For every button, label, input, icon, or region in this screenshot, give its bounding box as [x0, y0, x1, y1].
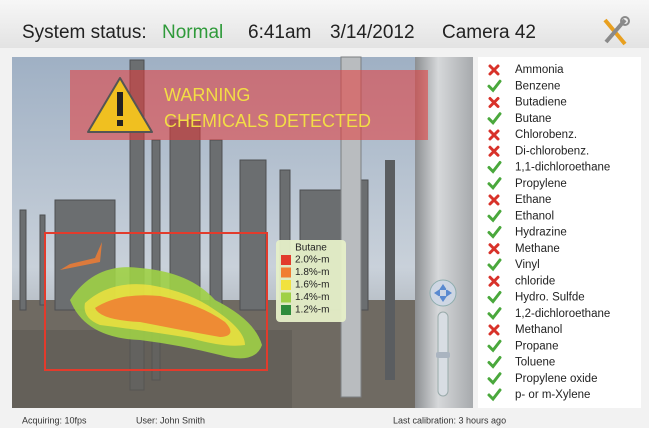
camera: Camera 42 [442, 22, 536, 43]
legend-label: 1.6%-m [295, 280, 329, 291]
legend-swatch [281, 280, 291, 290]
chemical-name: Hydrazine [515, 227, 567, 239]
chemical-name: Ethanol [515, 210, 554, 222]
chemical-name: chloride [515, 275, 555, 287]
chemical-name: Propylene [515, 178, 567, 190]
legend-swatch [281, 293, 291, 303]
legend-label: 2.0%-m [295, 255, 329, 266]
chemical-name: Ethane [515, 194, 551, 206]
acquiring: Acquiring: 10fps [22, 415, 87, 425]
chemical-name: Di-chlorobenz. [515, 145, 589, 157]
chemical-name: Benzene [515, 80, 560, 92]
warning-title: WARNING [164, 85, 250, 105]
legend-swatch [281, 255, 291, 265]
chemical-name: 1,1-dichloroethane [515, 162, 610, 174]
legend-swatch [281, 268, 291, 278]
chemical-name: Toluene [515, 357, 555, 369]
date: 3/14/2012 [330, 22, 415, 43]
warning-message: CHEMICALS DETECTED [164, 111, 371, 131]
legend-swatch [281, 305, 291, 315]
chemical-name: 1,2-dichloroethane [515, 308, 610, 320]
legend-label: 1.4%-m [295, 292, 329, 303]
legend-label: 1.2%-m [295, 305, 329, 316]
user: User: John Smith [136, 415, 205, 425]
status-value: Normal [162, 22, 223, 43]
screen: System status: Normal 6:41am 3/14/2012 C… [0, 0, 649, 428]
legend-title: Butane [295, 243, 327, 254]
chemical-name: Chlorobenz. [515, 129, 577, 141]
chemical-name: Methanol [515, 324, 562, 336]
chemical-name: Propane [515, 340, 558, 352]
chemical-name: Ammonia [515, 64, 564, 76]
chemical-name: Butane [515, 113, 551, 125]
chemical-name: p- or m-Xylene [515, 389, 590, 401]
chemical-name: Butadiene [515, 97, 567, 109]
chemical-name: Propylene oxide [515, 373, 597, 385]
chemical-name: Hydro. Sulfde [515, 292, 585, 304]
chemical-name: Vinyl [515, 259, 540, 271]
chemical-name: Methane [515, 243, 560, 255]
time: 6:41am [248, 22, 311, 43]
legend-label: 1.8%-m [295, 267, 329, 278]
status-label: System status: [22, 22, 147, 43]
calibration: Last calibration: 3 hours ago [393, 415, 506, 425]
